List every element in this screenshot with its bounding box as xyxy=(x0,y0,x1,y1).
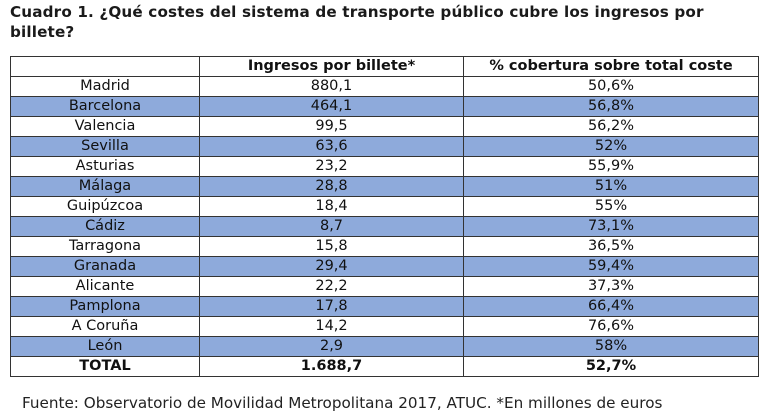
cobertura-cell: 58% xyxy=(463,336,759,357)
total-ingresos: 1.688,7 xyxy=(199,356,464,377)
city-cell: Granada xyxy=(10,256,200,277)
ingresos-cell: 99,5 xyxy=(199,116,464,137)
cobertura-cell: 51% xyxy=(463,176,759,197)
ingresos-cell: 23,2 xyxy=(199,156,464,177)
city-cell: Madrid xyxy=(10,76,200,97)
city-cell: A Coruña xyxy=(10,316,200,337)
city-cell: Barcelona xyxy=(10,96,200,117)
total-cobertura: 52,7% xyxy=(463,356,759,377)
table-row: Valencia 99,5 56,2% xyxy=(10,116,759,137)
cobertura-cell: 36,5% xyxy=(463,236,759,257)
source-note: Fuente: Observatorio de Movilidad Metrop… xyxy=(22,394,663,412)
city-cell: Cádiz xyxy=(10,216,200,237)
cobertura-cell: 66,4% xyxy=(463,296,759,317)
cobertura-cell: 56,8% xyxy=(463,96,759,117)
city-cell: Valencia xyxy=(10,116,200,137)
total-row: TOTAL 1.688,7 52,7% xyxy=(10,356,759,377)
city-cell: Asturias xyxy=(10,156,200,177)
ingresos-cell: 63,6 xyxy=(199,136,464,157)
city-cell: Pamplona xyxy=(10,296,200,317)
table-row: Alicante 22,2 37,3% xyxy=(10,276,759,297)
data-table: Ingresos por billete* % cobertura sobre … xyxy=(10,56,759,377)
table-row: Cádiz 8,7 73,1% xyxy=(10,216,759,237)
header-cobertura: % cobertura sobre total coste xyxy=(463,56,759,77)
cobertura-cell: 55% xyxy=(463,196,759,217)
city-cell: Alicante xyxy=(10,276,200,297)
total-label: TOTAL xyxy=(10,356,200,377)
table-row: Asturias 23,2 55,9% xyxy=(10,156,759,177)
cobertura-cell: 73,1% xyxy=(463,216,759,237)
ingresos-cell: 8,7 xyxy=(199,216,464,237)
header-row: Ingresos por billete* % cobertura sobre … xyxy=(10,56,759,77)
table-row: Barcelona 464,1 56,8% xyxy=(10,96,759,117)
ingresos-cell: 22,2 xyxy=(199,276,464,297)
table-row: Tarragona 15,8 36,5% xyxy=(10,236,759,257)
ingresos-cell: 14,2 xyxy=(199,316,464,337)
city-cell: León xyxy=(10,336,200,357)
table-row: Granada 29,4 59,4% xyxy=(10,256,759,277)
cobertura-cell: 37,3% xyxy=(463,276,759,297)
ingresos-cell: 464,1 xyxy=(199,96,464,117)
city-cell: Málaga xyxy=(10,176,200,197)
ingresos-cell: 17,8 xyxy=(199,296,464,317)
table-row: Madrid 880,1 50,6% xyxy=(10,76,759,97)
cobertura-cell: 50,6% xyxy=(463,76,759,97)
cobertura-cell: 55,9% xyxy=(463,156,759,177)
cobertura-cell: 59,4% xyxy=(463,256,759,277)
ingresos-cell: 15,8 xyxy=(199,236,464,257)
cobertura-cell: 52% xyxy=(463,136,759,157)
header-city xyxy=(10,56,200,77)
table-title: Cuadro 1. ¿Qué costes del sistema de tra… xyxy=(10,3,704,41)
city-cell: Tarragona xyxy=(10,236,200,257)
ingresos-cell: 880,1 xyxy=(199,76,464,97)
ingresos-cell: 28,8 xyxy=(199,176,464,197)
city-cell: Sevilla xyxy=(10,136,200,157)
ingresos-cell: 29,4 xyxy=(199,256,464,277)
table-row: Pamplona 17,8 66,4% xyxy=(10,296,759,317)
table-row: Sevilla 63,6 52% xyxy=(10,136,759,157)
ingresos-cell: 18,4 xyxy=(199,196,464,217)
city-cell: Guipúzcoa xyxy=(10,196,200,217)
table-row: A Coruña 14,2 76,6% xyxy=(10,316,759,337)
table-row: Guipúzcoa 18,4 55% xyxy=(10,196,759,217)
table-row: Málaga 28,8 51% xyxy=(10,176,759,197)
header-ingresos: Ingresos por billete* xyxy=(199,56,464,77)
table-row: León 2,9 58% xyxy=(10,336,759,357)
ingresos-cell: 2,9 xyxy=(199,336,464,357)
cobertura-cell: 76,6% xyxy=(463,316,759,337)
cobertura-cell: 56,2% xyxy=(463,116,759,137)
